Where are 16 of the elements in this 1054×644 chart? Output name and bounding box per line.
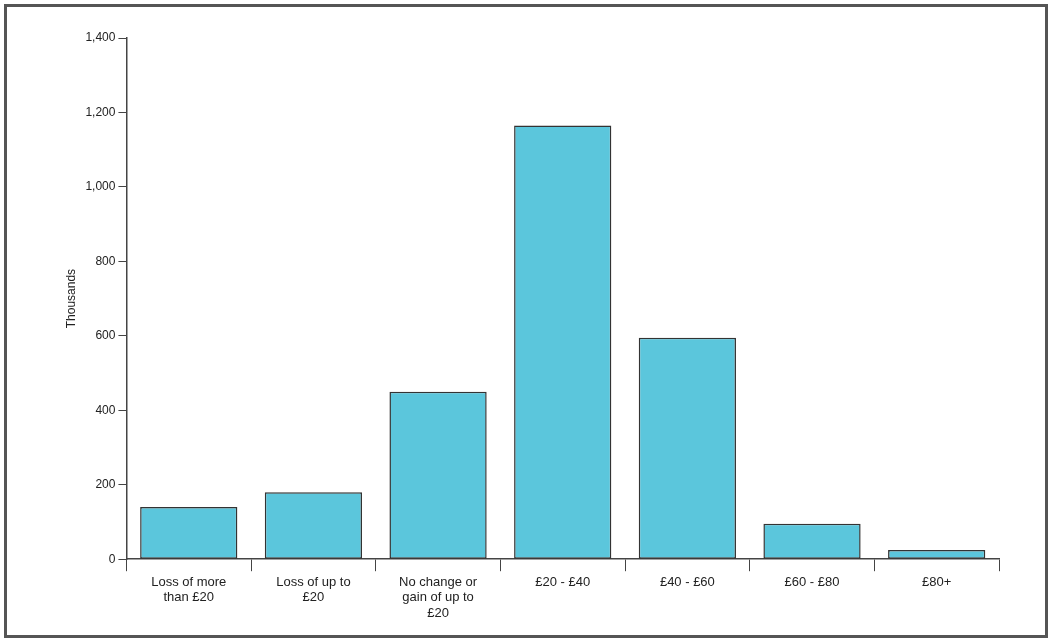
y-tick-label: 200 [95, 477, 116, 492]
x-tick-label: Loss of up to £20 [276, 573, 351, 605]
x-tick-label: Loss of more than £20 [151, 573, 227, 605]
y-tick-label: 800 [95, 253, 116, 268]
x-tick-label: £60 - £80 [784, 573, 840, 589]
y-axis-title: Thousands [63, 268, 78, 329]
x-tick-label: £20 - £40 [535, 573, 591, 589]
y-tick-label: 400 [95, 402, 116, 417]
y-tick-label: 600 [95, 328, 116, 343]
y-tick-label: 1,200 [85, 104, 116, 119]
x-tick-label: No change or gain of up to £20 [399, 573, 478, 620]
x-tick-label: £40 - £60 [659, 573, 715, 589]
y-tick-label: 1,000 [85, 179, 116, 194]
y-tick-label: 1,400 [85, 30, 116, 45]
y-tick-label: 0 [108, 551, 116, 566]
x-tick-label: £80+ [922, 573, 952, 589]
